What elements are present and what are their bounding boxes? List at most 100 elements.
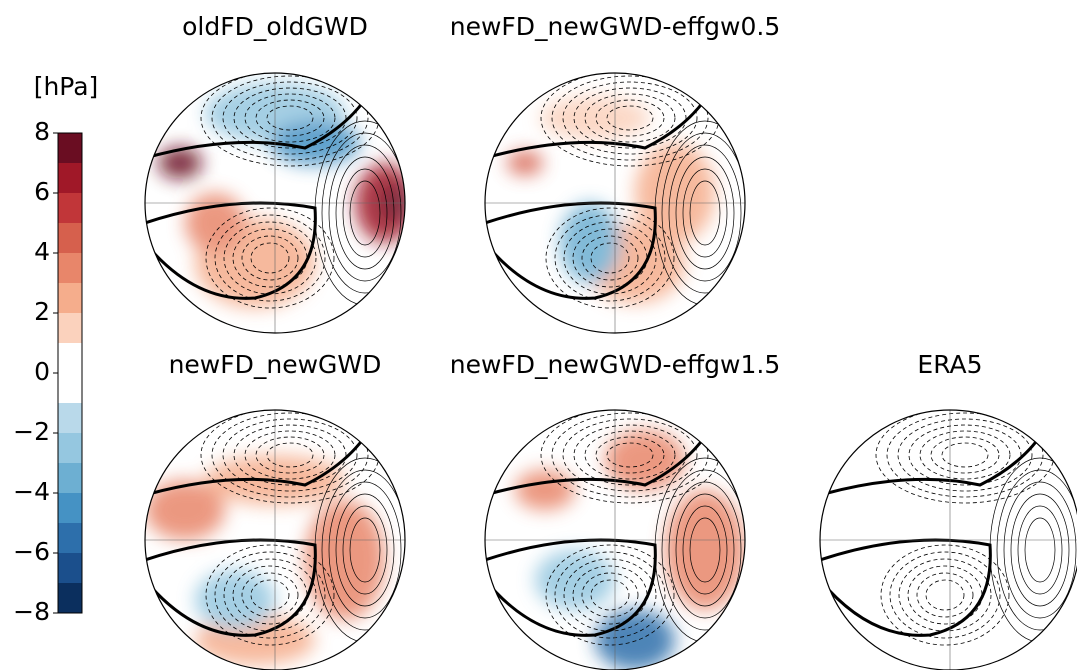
zero-contour bbox=[145, 82, 377, 160]
contour-neg bbox=[255, 99, 325, 137]
contour-pos bbox=[1024, 517, 1056, 583]
colorbar-tick-label: 6 bbox=[34, 177, 50, 206]
contour-neg bbox=[266, 105, 314, 131]
contour-pos bbox=[661, 469, 745, 631]
contour-neg bbox=[255, 436, 325, 474]
contour-pos bbox=[321, 469, 405, 631]
contour-neg bbox=[573, 424, 687, 486]
map-outline bbox=[484, 409, 746, 670]
contour-pos bbox=[349, 180, 381, 246]
colorbar-segment bbox=[58, 223, 82, 253]
anomaly-blob bbox=[507, 151, 543, 175]
panel-title: ERA5 bbox=[917, 350, 982, 379]
contour-neg bbox=[606, 105, 654, 131]
contour-neg bbox=[205, 207, 335, 309]
contour-neg bbox=[590, 579, 630, 611]
contour-pos bbox=[675, 493, 735, 607]
anomaly-blob bbox=[515, 470, 575, 510]
panel-title: newFD_newGWD bbox=[169, 350, 382, 379]
contour-pos bbox=[335, 493, 395, 607]
colorbar-tick-label: −8 bbox=[13, 597, 50, 626]
colorbar-tick-label: −4 bbox=[13, 477, 50, 506]
contour-pos bbox=[682, 168, 728, 258]
contour-pos bbox=[668, 144, 742, 282]
contour-neg bbox=[222, 418, 358, 492]
colorbar-segment bbox=[58, 553, 82, 583]
contour-neg bbox=[545, 544, 675, 646]
colorbar-segment bbox=[58, 463, 82, 493]
contour-neg bbox=[551, 412, 709, 498]
contour-neg bbox=[908, 424, 1022, 486]
contour-pos bbox=[342, 168, 388, 258]
colorbar-segment bbox=[58, 523, 82, 553]
anomaly-blob bbox=[145, 480, 225, 540]
map-outline bbox=[484, 72, 746, 334]
contour-pos bbox=[675, 156, 735, 270]
zero-contour bbox=[485, 419, 717, 497]
colorbar-tick-label: −2 bbox=[13, 417, 50, 446]
colorbar-segment bbox=[58, 343, 82, 403]
contour-neg bbox=[241, 572, 299, 618]
contour-neg bbox=[925, 579, 965, 611]
contour-neg bbox=[250, 242, 290, 274]
contour-neg bbox=[211, 412, 369, 498]
contour-neg bbox=[941, 442, 989, 468]
contour-neg bbox=[562, 81, 698, 155]
contour-neg bbox=[266, 442, 314, 468]
anomaly-blob bbox=[535, 550, 615, 610]
zero-contour bbox=[820, 419, 1052, 497]
colorbar-tick-label: 4 bbox=[34, 237, 50, 266]
contour-neg bbox=[606, 442, 654, 468]
map-outline bbox=[819, 409, 1077, 670]
contour-neg bbox=[595, 436, 665, 474]
colorbar-segment bbox=[58, 403, 82, 433]
colorbar-tick-label: 8 bbox=[34, 117, 50, 146]
map-content bbox=[820, 410, 1077, 670]
contour-pos bbox=[682, 505, 728, 595]
zero-contour bbox=[485, 82, 717, 160]
contour-neg bbox=[562, 418, 698, 492]
colorbar-label: [hPa] bbox=[34, 72, 99, 101]
contour-neg bbox=[581, 572, 639, 618]
contour-neg bbox=[590, 242, 630, 274]
panel-title: newFD_newGWD-effgw0.5 bbox=[450, 12, 781, 41]
contour-neg bbox=[916, 572, 974, 618]
contour-pos bbox=[996, 469, 1077, 631]
contour-neg bbox=[573, 87, 687, 149]
contour-pos bbox=[1003, 481, 1077, 619]
contour-pos bbox=[328, 144, 402, 282]
contour-pos bbox=[328, 481, 402, 619]
polar-map bbox=[144, 72, 406, 334]
contour-neg bbox=[554, 551, 666, 639]
contour-pos bbox=[342, 505, 388, 595]
zero-contour bbox=[485, 538, 657, 637]
contour-pos bbox=[349, 517, 381, 583]
colorbar-segment bbox=[58, 433, 82, 463]
contour-neg bbox=[214, 551, 326, 639]
colorbar-segment bbox=[58, 283, 82, 313]
polar-map bbox=[484, 409, 746, 670]
colorbar-segment bbox=[58, 493, 82, 523]
contour-neg bbox=[889, 551, 1001, 639]
zero-contour bbox=[820, 538, 992, 637]
colorbar-tick-label: 0 bbox=[34, 357, 50, 386]
contour-neg bbox=[919, 430, 1011, 480]
contour-neg bbox=[595, 99, 665, 137]
contour-neg bbox=[897, 418, 1033, 492]
contour-pos bbox=[668, 481, 742, 619]
contour-neg bbox=[930, 436, 1000, 474]
contour-neg bbox=[205, 544, 335, 646]
polar-map bbox=[144, 409, 406, 670]
map-outline bbox=[144, 72, 406, 334]
contour-pos bbox=[661, 132, 745, 294]
zero-contour bbox=[145, 538, 317, 637]
colorbar-segment bbox=[58, 313, 82, 343]
contour-neg bbox=[551, 75, 709, 161]
anomaly-blob bbox=[305, 500, 385, 620]
contour-neg bbox=[233, 87, 347, 149]
map-content bbox=[145, 73, 405, 333]
contour-neg bbox=[581, 235, 639, 281]
panel-title: oldFD_oldGWD bbox=[182, 12, 368, 41]
anomaly-blob bbox=[195, 570, 275, 630]
